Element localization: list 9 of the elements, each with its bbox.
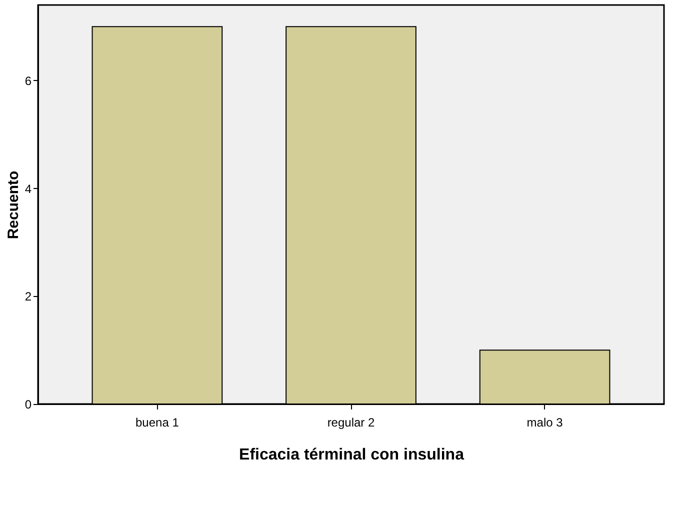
x-tick-label: regular 2 [327, 416, 375, 430]
y-tick-label: 4 [24, 182, 32, 196]
x-axis-title: Eficacia términal con insulina [239, 446, 464, 464]
y-axis-title: Recuento [4, 170, 22, 240]
y-tick-label: 6 [24, 74, 32, 88]
y-tick-label: 2 [24, 290, 32, 304]
y-tick-label: 0 [24, 398, 32, 412]
x-tick-label: buena 1 [135, 416, 180, 430]
x-tick-label: malo 3 [526, 416, 564, 430]
